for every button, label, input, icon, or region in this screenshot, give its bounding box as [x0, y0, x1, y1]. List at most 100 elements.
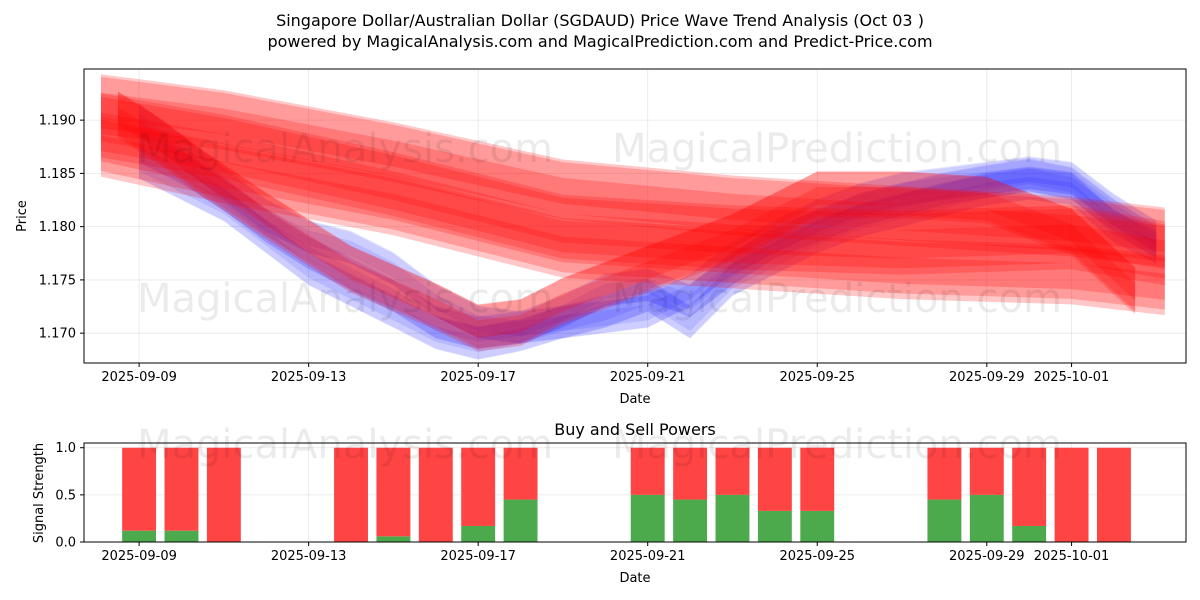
buy-bar: [800, 510, 835, 542]
price-x-label: Date: [619, 392, 650, 407]
wave-band-blue-2-2: [139, 139, 1157, 349]
sell-bar: [418, 447, 453, 542]
price-axes-frame: [83, 68, 1187, 364]
price-y-tick-label: 1.175: [39, 273, 76, 288]
watermark-prediction-bottom: MagicalPrediction.com: [612, 422, 1062, 468]
price-wave-bands: [101, 74, 1165, 360]
buy-bar: [503, 499, 538, 542]
buy-bar: [757, 510, 792, 542]
powers-y-tick-label: 1.0: [55, 441, 76, 456]
powers-x-tick-label: 2025-10-01: [1034, 549, 1110, 564]
wave-band-red-upper-2: [101, 92, 1165, 262]
wave-band-red-mid-1: [101, 96, 1165, 270]
wave-band-red-dip-2: [117, 107, 1136, 349]
powers-title: Buy and Sell Powers: [554, 420, 716, 439]
watermark-analysis-top: MagicalAnalysis.com: [137, 126, 553, 172]
watermark-prediction-mid: MagicalPrediction.com: [612, 276, 1062, 322]
powers-x-tick-label: 2025-09-29: [949, 549, 1025, 564]
wave-band-red-lower-2: [101, 135, 1165, 310]
buy-bar: [969, 494, 1004, 542]
sell-bar: [1096, 447, 1131, 542]
buy-bar: [927, 499, 962, 542]
wave-series-red-mid: [101, 93, 1165, 286]
wave-band-blue-3-2: [139, 155, 1157, 360]
buy-bar: [715, 494, 750, 542]
sell-bar: [1054, 447, 1089, 542]
powers-y-label: Signal Strength: [32, 443, 47, 543]
powers-x-label: Date: [619, 571, 650, 586]
wave-band-red-upper-0: [101, 74, 1165, 268]
price-y-tick-label: 1.190: [39, 114, 76, 129]
sell-bar: [1012, 447, 1047, 526]
powers-x-axis: 2025-09-09 2025-09-13 2025-09-17 2025-09-21…: [101, 542, 1109, 564]
price-x-tick-label: 2025-09-25: [779, 370, 855, 385]
price-y-label: Price: [15, 200, 30, 232]
buy-bar: [122, 530, 157, 542]
sell-bar: [206, 447, 241, 542]
wave-band-red-lower-1: [101, 119, 1165, 300]
wave-band-red-dip-0: [117, 91, 1136, 352]
buy-bar: [630, 494, 665, 542]
powers-x-tick-label: 2025-09-09: [101, 549, 177, 564]
powers-x-tick-label: 2025-09-25: [779, 549, 855, 564]
wave-band-blue-1-0: [139, 104, 1157, 344]
wave-series-blue-3: [139, 145, 1157, 360]
powers-y-axis: 0.0 0.5 1.0: [55, 441, 84, 551]
buy-bar: [673, 499, 708, 542]
price-y-tick-label: 1.180: [39, 220, 76, 235]
wave-band-blue-3-1: [139, 145, 1157, 353]
buy-bar: [461, 525, 496, 542]
price-grid: [84, 69, 1186, 363]
chart-title-line2: powered by MagicalAnalysis.com and Magic…: [267, 32, 932, 51]
sell-bar: [969, 447, 1004, 495]
sell-bar: [757, 447, 792, 511]
powers-x-tick-label: 2025-09-13: [271, 549, 347, 564]
sell-bar: [334, 447, 368, 542]
price-x-tick-label: 2025-09-13: [271, 370, 347, 385]
watermark-analysis-bottom: MagicalAnalysis.com: [137, 422, 553, 468]
buy-bar: [164, 530, 199, 542]
sell-bar: [164, 447, 199, 531]
sell-bar: [503, 447, 538, 500]
sell-bar: [376, 447, 411, 537]
sell-bar: [461, 447, 496, 526]
sell-bar: [715, 447, 750, 495]
chart-title-line1: Singapore Dollar/Australian Dollar (SGDA…: [276, 11, 924, 30]
price-x-tick-label: 2025-09-17: [440, 370, 516, 385]
powers-x-tick-label: 2025-09-21: [610, 549, 686, 564]
watermark-prediction-top: MagicalPrediction.com: [612, 126, 1062, 172]
price-x-tick-label: 2025-10-01: [1034, 370, 1110, 385]
wave-series-blue-2: [139, 129, 1157, 350]
price-y-tick-label: 1.170: [39, 327, 76, 342]
price-x-tick-label: 2025-09-21: [610, 370, 686, 385]
price-y-axis: 1.170 1.175 1.180 1.185 1.190: [39, 114, 84, 342]
price-x-tick-label: 2025-09-09: [101, 370, 177, 385]
price-x-tick-label: 2025-09-29: [949, 370, 1025, 385]
powers-y-tick-label: 0.0: [55, 536, 76, 551]
sell-bar: [927, 447, 962, 500]
wave-band-blue-2-1: [139, 129, 1157, 342]
powers-watermarks: MagicalAnalysis.com MagicalPrediction.co…: [137, 422, 1062, 468]
wave-band-blue-3-0: [139, 146, 1157, 360]
powers-x-tick-label: 2025-09-17: [440, 549, 516, 564]
wave-band-red-upper-1: [101, 76, 1165, 252]
sell-bar: [630, 447, 665, 495]
wave-band-red-mid-2: [101, 112, 1165, 279]
watermark-analysis-mid: MagicalAnalysis.com: [137, 276, 553, 322]
price-watermarks: MagicalAnalysis.com MagicalPrediction.co…: [137, 126, 1062, 322]
powers-bars: [122, 447, 1131, 542]
sell-bar: [122, 447, 157, 531]
wave-band-red-lower-0: [101, 116, 1165, 316]
sell-bar: [673, 447, 708, 500]
wave-series-red-dip: [117, 91, 1136, 352]
wave-series-red-upper: [101, 74, 1165, 268]
buy-bar: [376, 536, 411, 542]
powers-axes-frame: [83, 442, 1187, 543]
powers-y-tick-label: 0.5: [55, 488, 76, 503]
wave-band-red-mid-0: [101, 93, 1165, 286]
wave-series-red-lower: [101, 116, 1165, 316]
sell-bar: [800, 447, 835, 511]
wave-band-red-dip-1: [117, 92, 1136, 338]
buy-bar: [1012, 525, 1047, 542]
